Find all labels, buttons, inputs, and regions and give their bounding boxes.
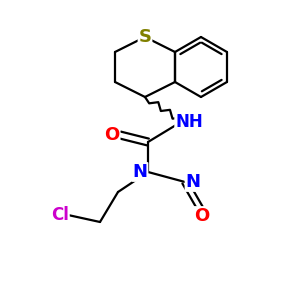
Text: Cl: Cl [51, 206, 69, 224]
Text: N: N [185, 173, 200, 191]
Text: O: O [194, 207, 210, 225]
Text: NH: NH [175, 113, 203, 131]
Text: O: O [104, 126, 120, 144]
Text: N: N [133, 163, 148, 181]
Text: S: S [139, 28, 152, 46]
